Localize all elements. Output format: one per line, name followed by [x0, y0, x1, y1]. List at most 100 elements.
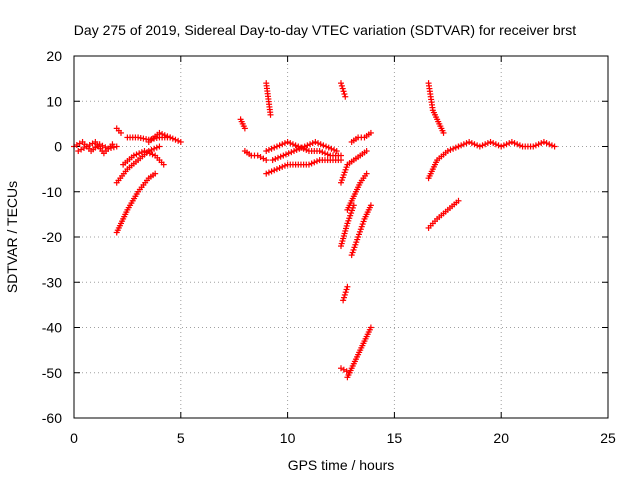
x-tick-label: 5 [177, 430, 185, 446]
data-point [338, 152, 344, 159]
data-point [447, 146, 454, 153]
data-point [175, 137, 182, 144]
data-point [117, 129, 124, 136]
series-track-04 [113, 170, 159, 236]
series-track-13 [263, 138, 344, 159]
data-point [328, 145, 335, 152]
data-point [506, 140, 513, 147]
data-point [444, 148, 451, 155]
data-point [156, 129, 163, 136]
data-point [272, 155, 279, 162]
series-track-27 [455, 138, 558, 150]
data-point [241, 125, 248, 132]
series-track-05 [113, 143, 163, 186]
data-point [279, 141, 286, 148]
data-point [500, 142, 507, 149]
data-point [548, 142, 555, 149]
data-point [313, 158, 320, 165]
data-point [316, 148, 323, 155]
data-point [551, 143, 558, 150]
data-point [274, 154, 281, 161]
data-point [535, 141, 542, 148]
data-point [299, 144, 306, 151]
y-tick-label: 10 [46, 93, 62, 109]
series-track-25 [425, 143, 462, 182]
data-point [289, 141, 296, 148]
data-point [164, 133, 171, 140]
data-point [324, 151, 331, 158]
data-point [474, 142, 481, 149]
data-point [303, 146, 310, 153]
data-point [277, 153, 284, 160]
data-point [440, 129, 447, 136]
series-track-17 [338, 202, 357, 250]
series-track-15 [338, 80, 349, 100]
data-point [460, 141, 467, 148]
plot-border [73, 55, 609, 419]
data-point [301, 143, 308, 150]
data-point [503, 141, 510, 148]
data-point [514, 141, 521, 148]
data-point [156, 143, 163, 150]
data-marks [71, 80, 558, 381]
data-point [291, 148, 298, 155]
data-point [490, 140, 497, 147]
data-point [538, 140, 545, 147]
data-point [133, 151, 140, 158]
data-point [342, 93, 349, 100]
y-tick-label: -60 [42, 410, 62, 426]
data-point [495, 142, 502, 149]
data-point [177, 138, 184, 145]
data-point [338, 82, 345, 89]
data-point [279, 163, 286, 170]
data-point [455, 143, 462, 150]
data-point [151, 145, 158, 152]
data-point [323, 143, 330, 150]
data-point [476, 143, 483, 150]
x-axis-label: GPS time / hours [288, 457, 395, 473]
data-point [340, 88, 347, 95]
series-track-06 [120, 148, 167, 168]
data-point [285, 150, 292, 157]
chart-title: Day 275 of 2019, Sidereal Day-to-day VTE… [74, 22, 576, 38]
data-point [543, 140, 550, 147]
series-track-16 [338, 148, 370, 186]
data-point [331, 146, 338, 153]
data-point [267, 111, 274, 118]
data-point [293, 146, 300, 153]
data-point [516, 142, 523, 149]
data-point [340, 294, 347, 301]
data-point [153, 144, 160, 151]
data-point [281, 162, 288, 169]
data-point [149, 151, 156, 158]
data-point [292, 142, 299, 149]
data-point [284, 138, 291, 145]
data-point [271, 167, 278, 174]
data-point [508, 138, 515, 145]
data-point [367, 324, 374, 331]
data-point [273, 166, 280, 173]
data-point [498, 143, 505, 150]
data-point [280, 152, 287, 159]
data-point [482, 141, 489, 148]
series-track-22 [344, 170, 370, 213]
data-point [160, 161, 167, 168]
data-point [148, 146, 155, 153]
data-point [268, 145, 275, 152]
x-tick-label: 20 [493, 430, 509, 446]
y-tick-label: -40 [42, 320, 62, 336]
data-point [315, 140, 322, 147]
data-point [341, 91, 348, 98]
data-point [281, 140, 288, 147]
data-point [263, 148, 270, 155]
data-point [341, 291, 348, 298]
data-point [325, 144, 332, 151]
data-point [363, 170, 370, 177]
data-point [136, 150, 143, 157]
data-point [265, 169, 272, 176]
data-point [363, 148, 370, 155]
data-point [530, 143, 537, 150]
series-track-11 [263, 80, 274, 118]
data-point [159, 131, 166, 138]
